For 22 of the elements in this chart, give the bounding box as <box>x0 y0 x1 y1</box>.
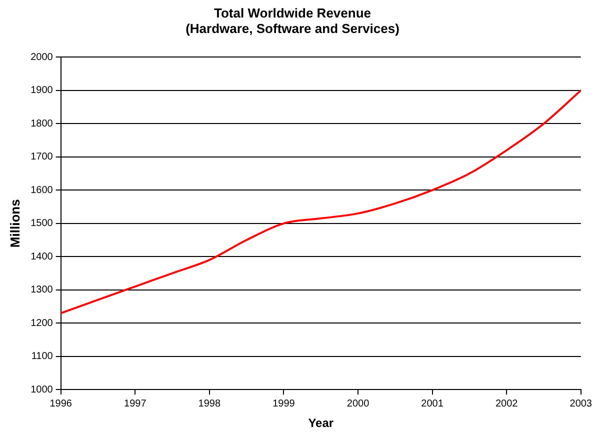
x-tick-label: 2000 <box>346 398 370 410</box>
x-axis-title: Year <box>308 416 334 430</box>
x-tick-label: 1998 <box>198 398 221 410</box>
x-tick-label: 1997 <box>124 398 147 410</box>
y-tick-label: 1700 <box>30 152 54 163</box>
x-tick-label: 2003 <box>570 398 592 410</box>
x-tick-label: 1999 <box>272 398 296 410</box>
x-tick-label: 1996 <box>50 398 72 410</box>
y-tick-label: 1600 <box>30 184 54 196</box>
y-tick-label: 2000 <box>30 52 54 63</box>
chart-title: Total Worldwide Revenue (Hardware, Software and Services) <box>186 5 400 36</box>
y-axis-title: Millions <box>7 199 22 248</box>
x-tick-label: 2001 <box>421 398 444 410</box>
y-tick-label: 1900 <box>30 85 54 96</box>
y-tick-label: 1000 <box>30 384 54 396</box>
y-tick-label: 1800 <box>30 118 54 130</box>
y-tick-label: 1200 <box>30 318 54 329</box>
y-tick-label: 1300 <box>30 284 54 296</box>
x-tick-label: 2002 <box>495 398 518 410</box>
y-tick-label: 1100 <box>31 351 54 362</box>
y-tick-label: 1500 <box>30 218 54 230</box>
y-tick-label: 1400 <box>30 251 54 262</box>
